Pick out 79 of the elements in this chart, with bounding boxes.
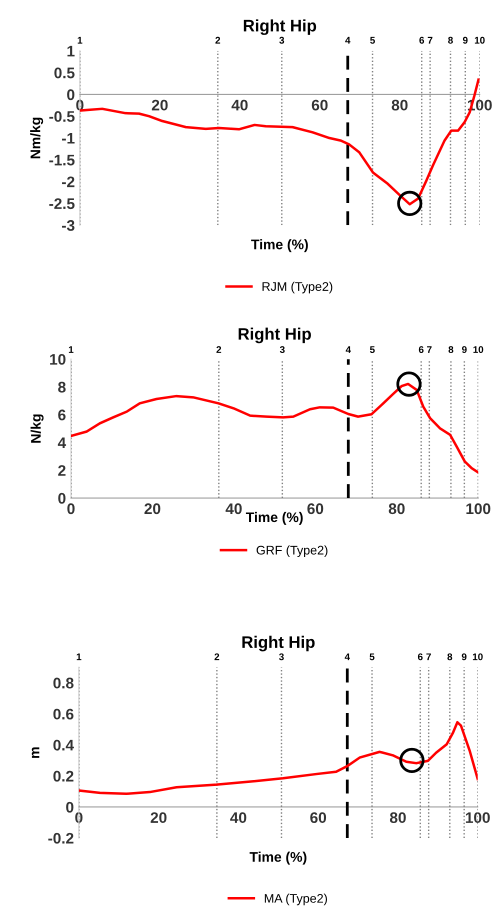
x-axis-title: Time (%) <box>250 852 306 865</box>
text: 10 <box>472 653 483 660</box>
x-tick-label: 80 <box>392 100 408 111</box>
y-tick-label: 0.8 <box>53 678 74 688</box>
text: 7 <box>427 346 432 353</box>
legend-label: RJM (Type2) <box>262 282 332 294</box>
chart-title: Right Hip <box>244 19 316 35</box>
text: 10 <box>474 36 485 44</box>
y-tick-label: 8 <box>58 382 66 393</box>
y-tick-label: 0.5 <box>54 68 75 78</box>
x-tick-label: 60 <box>312 100 328 111</box>
y-tick-label: 1 <box>67 46 75 56</box>
text: 9 <box>462 346 467 354</box>
x-axis-title: Time (%) <box>246 512 303 525</box>
x-axis-title: Time (%) <box>251 239 308 252</box>
text: 3 <box>279 653 284 660</box>
text: 7 <box>428 36 432 44</box>
legend-label: GRF (Type2) <box>256 545 328 558</box>
text: 7 <box>426 653 431 660</box>
x-tick-label: 80 <box>390 812 406 824</box>
x-tick-label: 60 <box>310 812 326 824</box>
legend-label: MA (Type2) <box>264 894 327 906</box>
text: 5 <box>370 653 374 660</box>
text: 2 <box>215 36 220 44</box>
text: 5 <box>370 36 375 44</box>
text: 9 <box>462 653 466 660</box>
text: 8 <box>448 36 453 44</box>
y-tick-label: -1 <box>62 133 75 144</box>
y-tick-label: 6 <box>58 410 66 420</box>
y-tick-label: 0.6 <box>53 708 74 720</box>
x-tick-label: 80 <box>388 503 405 514</box>
text: 6 <box>418 346 424 354</box>
text: 4 <box>346 346 351 353</box>
x-tick-label: 20 <box>150 812 167 824</box>
y-tick-label: 4 <box>58 437 66 448</box>
x-tick-label: 20 <box>144 503 160 514</box>
y-tick-label: -1.5 <box>49 154 75 166</box>
y-tick-label: 0 <box>66 802 74 813</box>
chart-title: Right Hip <box>242 636 315 652</box>
y-tick-label: -0.2 <box>48 832 74 844</box>
text: 6 <box>419 36 424 44</box>
text: 8 <box>447 653 452 660</box>
text: 9 <box>462 36 468 44</box>
text: 1 <box>76 653 82 660</box>
x-tick-label: 100 <box>466 812 490 824</box>
y-axis-title: N/kg <box>30 414 44 443</box>
y-tick-label: 2 <box>58 465 66 476</box>
x-tick-label: 0 <box>75 812 83 824</box>
x-tick-label: 60 <box>307 503 324 514</box>
text: 10 <box>473 346 484 354</box>
x-tick-label: 40 <box>226 503 242 514</box>
x-tick-label: 100 <box>466 503 490 514</box>
text: 2 <box>216 346 222 353</box>
y-tick-label: 0 <box>67 89 74 100</box>
text: 4 <box>344 653 350 660</box>
line-series <box>78 720 478 796</box>
y-tick-label: 0 <box>58 492 66 504</box>
text: 2 <box>214 653 220 660</box>
y-tick-label: 0.2 <box>53 770 74 782</box>
text: 4 <box>345 36 350 44</box>
y-axis-title: Nm/kg <box>30 118 44 158</box>
text: 6 <box>418 653 423 660</box>
y-tick-label: -3 <box>62 220 74 231</box>
y-tick-label: 0.4 <box>53 740 74 751</box>
text: 3 <box>280 346 285 354</box>
text: 8 <box>448 346 454 354</box>
text: 5 <box>370 346 375 354</box>
y-tick-label: -2 <box>62 176 74 188</box>
chart-title: Right Hip <box>238 328 311 344</box>
text: 1 <box>78 36 82 44</box>
x-tick-label: 20 <box>152 100 168 111</box>
line-series <box>70 382 478 474</box>
x-tick-label: 40 <box>232 100 248 111</box>
y-tick-label: 10 <box>50 354 66 365</box>
y-axis-title: m <box>32 747 40 758</box>
text: 3 <box>279 36 284 44</box>
y-tick-label: -2.5 <box>49 198 75 210</box>
x-tick-label: 40 <box>230 812 246 824</box>
y-tick-label: -0.5 <box>49 111 75 122</box>
